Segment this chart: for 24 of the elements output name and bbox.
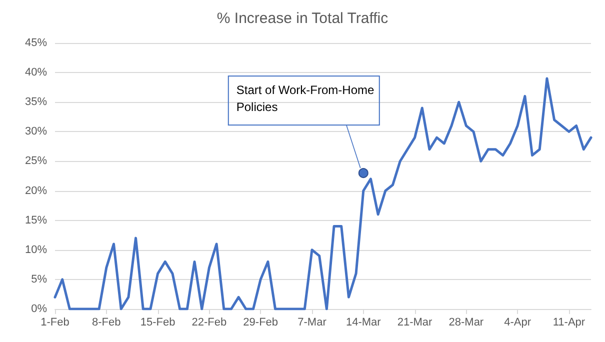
y-tick-label: 15% <box>24 214 48 226</box>
y-tick-label: 10% <box>24 244 48 256</box>
y-tick-label: 0% <box>31 303 48 315</box>
x-tick-label: 4-Apr <box>504 316 532 328</box>
x-tick-label: 29-Feb <box>243 316 278 328</box>
x-tick-label: 22-Feb <box>192 316 227 328</box>
x-tick-label: 15-Feb <box>140 316 176 328</box>
y-tick-label: 5% <box>31 273 48 286</box>
x-tick-label: 8-Feb <box>92 316 121 328</box>
chart-title: % Increase in Total Traffic <box>216 10 389 27</box>
x-tick-label: 21-Mar <box>397 316 433 328</box>
x-tick-label: 1-Feb <box>40 316 70 328</box>
y-tick-label: 20% <box>24 184 48 197</box>
y-tick-label: 25% <box>24 155 48 168</box>
y-tick-label: 35% <box>24 96 48 108</box>
annotation: Start of Work-From-Home Policies <box>236 82 376 116</box>
y-tick-label: 40% <box>24 66 48 79</box>
x-tick-label: 28-Mar <box>448 316 484 328</box>
y-tick-label: 30% <box>24 126 48 138</box>
x-tick-label: 14-Mar <box>346 316 382 328</box>
y-tick-label: 45% <box>24 37 48 49</box>
x-tick-label: 7-Mar <box>298 316 327 328</box>
x-tick-label: 11-Apr <box>552 316 586 328</box>
line-series <box>54 77 592 310</box>
